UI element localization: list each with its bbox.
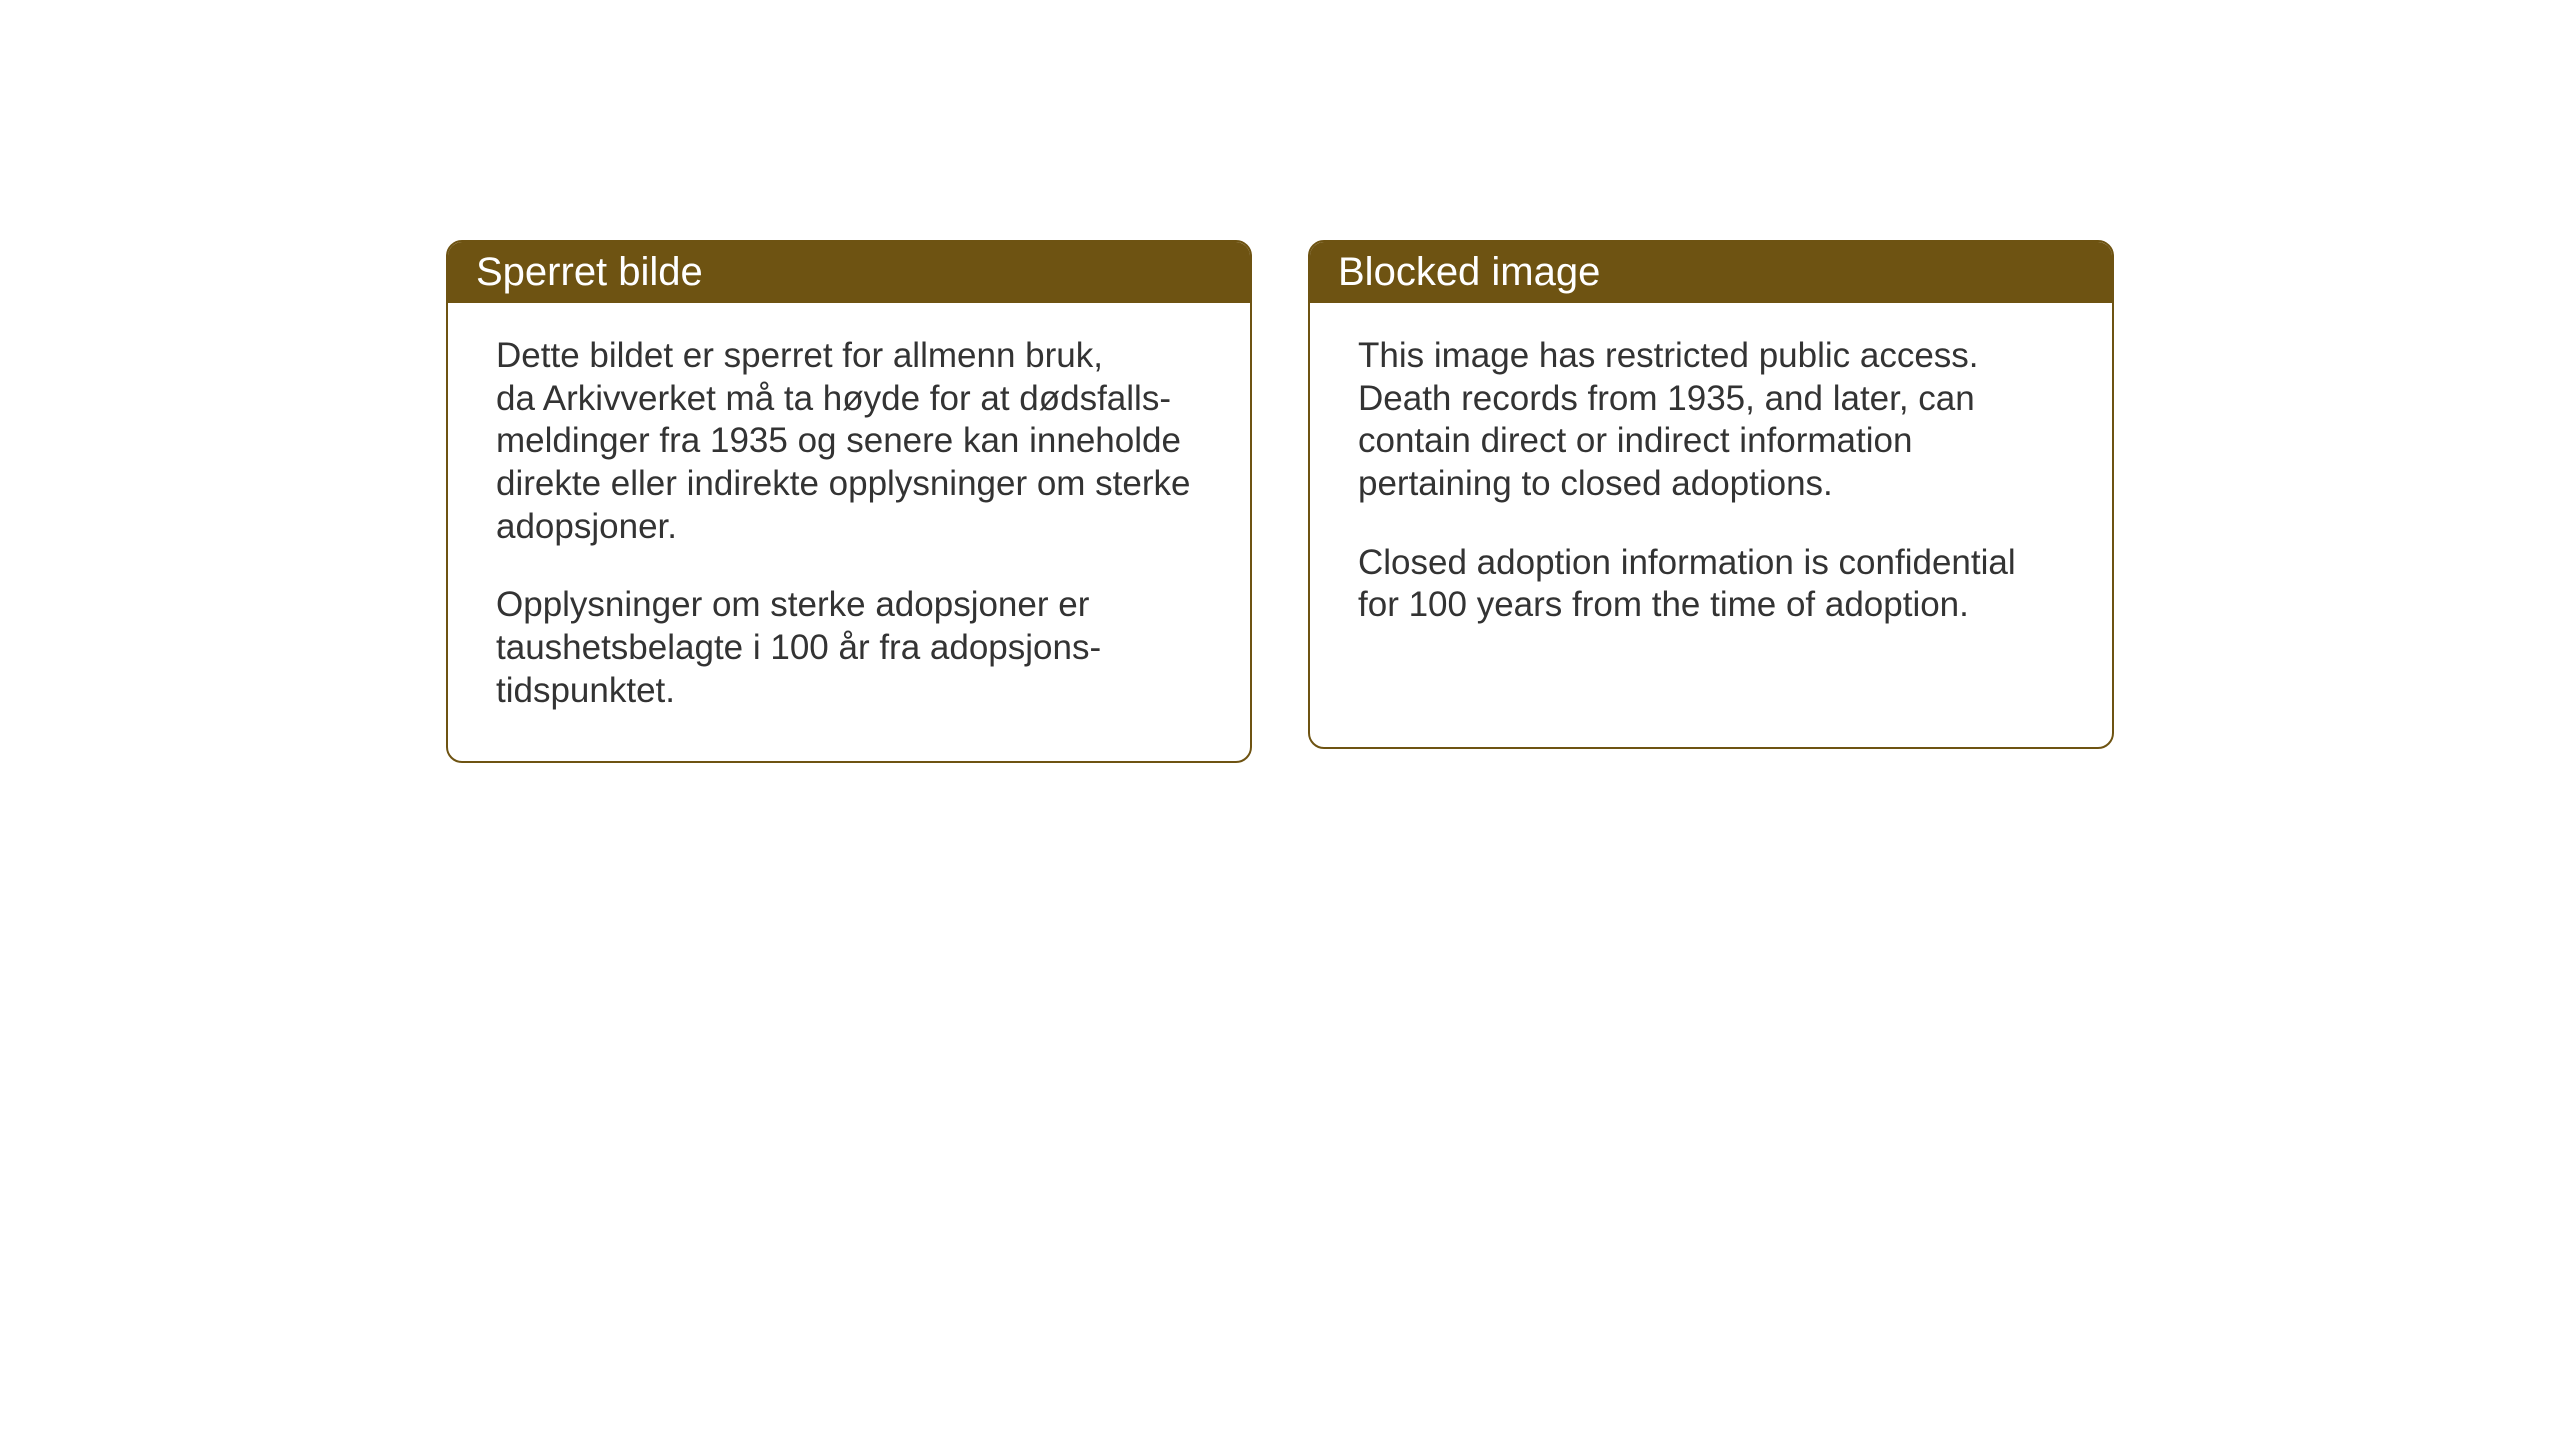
card-norwegian-paragraph-2: Opplysninger om sterke adopsjoner ertaus… xyxy=(496,584,1202,712)
card-english-paragraph-1: This image has restricted public access.… xyxy=(1358,335,2064,506)
card-norwegian-paragraph-1: Dette bildet er sperret for allmenn bruk… xyxy=(496,335,1202,548)
card-english: Blocked image This image has restricted … xyxy=(1308,240,2114,749)
card-english-paragraph-2: Closed adoption information is confident… xyxy=(1358,542,2064,627)
card-norwegian-header: Sperret bilde xyxy=(448,242,1250,303)
card-norwegian: Sperret bilde Dette bildet er sperret fo… xyxy=(446,240,1252,763)
card-norwegian-body: Dette bildet er sperret for allmenn bruk… xyxy=(448,303,1250,761)
card-english-header: Blocked image xyxy=(1310,242,2112,303)
cards-container: Sperret bilde Dette bildet er sperret fo… xyxy=(446,240,2114,763)
card-english-body: This image has restricted public access.… xyxy=(1310,303,2112,675)
